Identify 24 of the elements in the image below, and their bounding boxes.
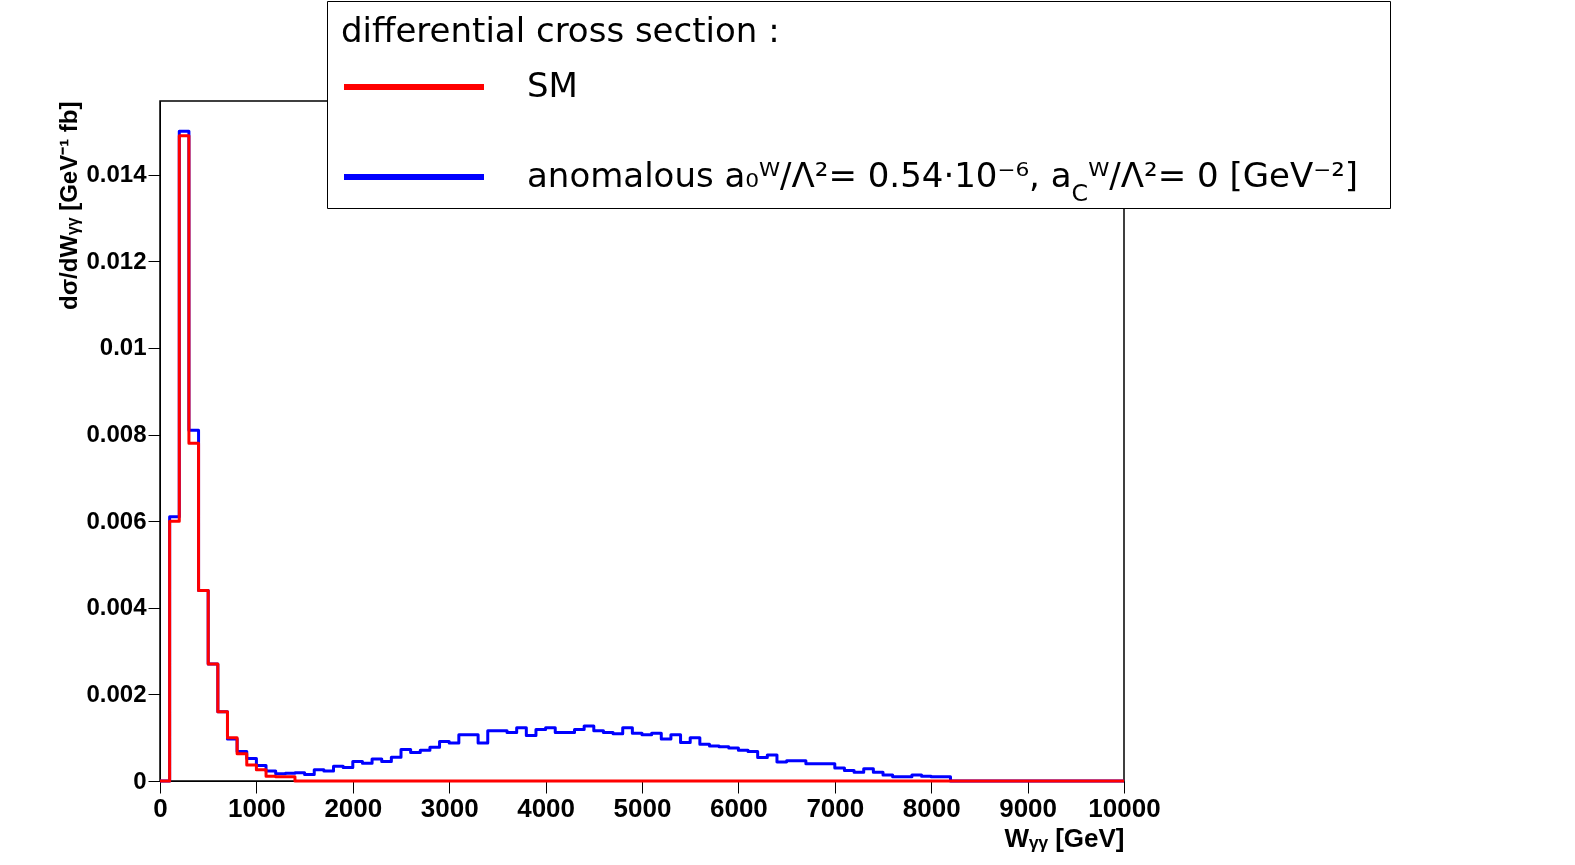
y-tick-label: 0.012: [86, 246, 147, 274]
x-tick-label: 10000: [1088, 792, 1161, 823]
legend-title: differential cross section :: [341, 10, 780, 50]
x-tick-label: 8000: [902, 792, 961, 823]
y-axis-title: dσ/dWᵧᵧ [GeV⁻¹ fb]: [55, 101, 83, 311]
x-tick-label: 7000: [806, 792, 865, 823]
y-tick-label: 0.006: [86, 506, 147, 534]
x-tick-label: 3000: [420, 792, 479, 823]
y-tick-label: 0: [133, 766, 147, 794]
x-tick-label: 4000: [517, 792, 576, 823]
x-axis-title: Wᵧᵧ [GeV]: [1004, 822, 1125, 853]
legend-label: anomalous a₀ᵂ/Λ²= 0.54·10⁻⁶, a$_{C}$ᵂ/Λ²= 0 [GeV⁻²]: [527, 155, 1359, 207]
y-tick-label: 0.002: [86, 679, 147, 707]
x-tick-label: 6000: [709, 792, 768, 823]
x-tick-label: 9000: [999, 792, 1058, 823]
x-tick-label: 1000: [227, 792, 286, 823]
x-tick-label: 2000: [324, 792, 383, 823]
x-tick-label: 0: [153, 792, 168, 823]
x-tick-label: 5000: [613, 792, 672, 823]
y-tick-label: 0.014: [86, 160, 148, 188]
y-tick-label: 0.008: [86, 420, 147, 447]
y-tick-label: 0.01: [99, 333, 147, 361]
legend-label: SM: [527, 65, 578, 105]
y-tick-label: 0.004: [86, 593, 148, 621]
